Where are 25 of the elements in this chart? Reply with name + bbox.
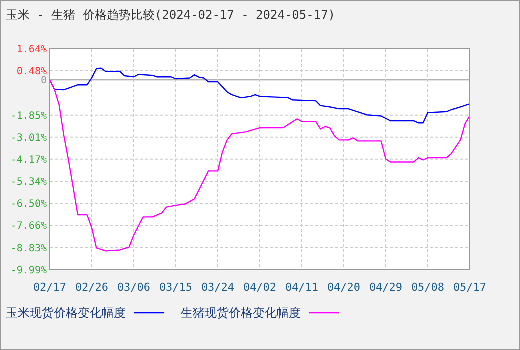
x-tick-label: 03/15 [159,281,193,294]
y-tick-label: -1.85% [10,110,47,122]
legend-label: 玉米现货价格变化幅度 [6,306,126,320]
x-tick-label: 04/20 [327,281,361,294]
x-tick-label: 04/11 [285,281,319,294]
y-tick-label: -6.50% [10,199,47,210]
y-tick-label: -3.01% [10,132,47,144]
x-tick-label: 02/26 [75,281,109,294]
legend-label: 生猪现货价格变化幅度 [181,306,301,320]
x-tick-label: 03/06 [117,281,151,294]
y-tick-label: 0 [40,76,47,87]
y-tick-label: -9.99% [10,266,47,276]
chart-title: 玉米 - 生猪 价格趋势比较(2024-02-17 - 2024-05-17) [6,8,336,22]
y-tick-label: -8.83% [10,243,47,254]
y-tick-label: 1.64% [16,44,47,56]
x-tick-label: 05/17 [453,281,487,294]
y-tick-label: -5.34% [10,177,47,188]
x-tick-label: 05/08 [411,281,445,294]
y-tick-label: -7.66% [10,221,47,232]
y-tick-label: -4.17% [10,154,47,166]
x-tick-label: 04/29 [369,281,403,294]
line-series [49,80,471,252]
x-tick-label: 03/24 [201,281,235,294]
x-tick-label: 04/02 [243,281,277,294]
x-tick-label: 02/17 [33,281,67,294]
